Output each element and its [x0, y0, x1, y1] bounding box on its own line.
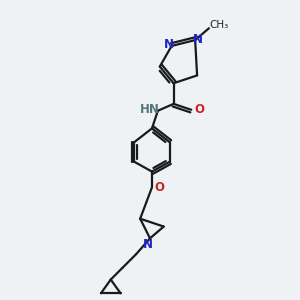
Text: HN: HN	[140, 103, 160, 116]
Text: N: N	[143, 238, 153, 251]
Text: O: O	[194, 103, 204, 116]
Text: N: N	[193, 33, 203, 46]
Text: O: O	[155, 181, 165, 194]
Text: CH₃: CH₃	[210, 20, 229, 30]
Text: N: N	[164, 38, 174, 52]
